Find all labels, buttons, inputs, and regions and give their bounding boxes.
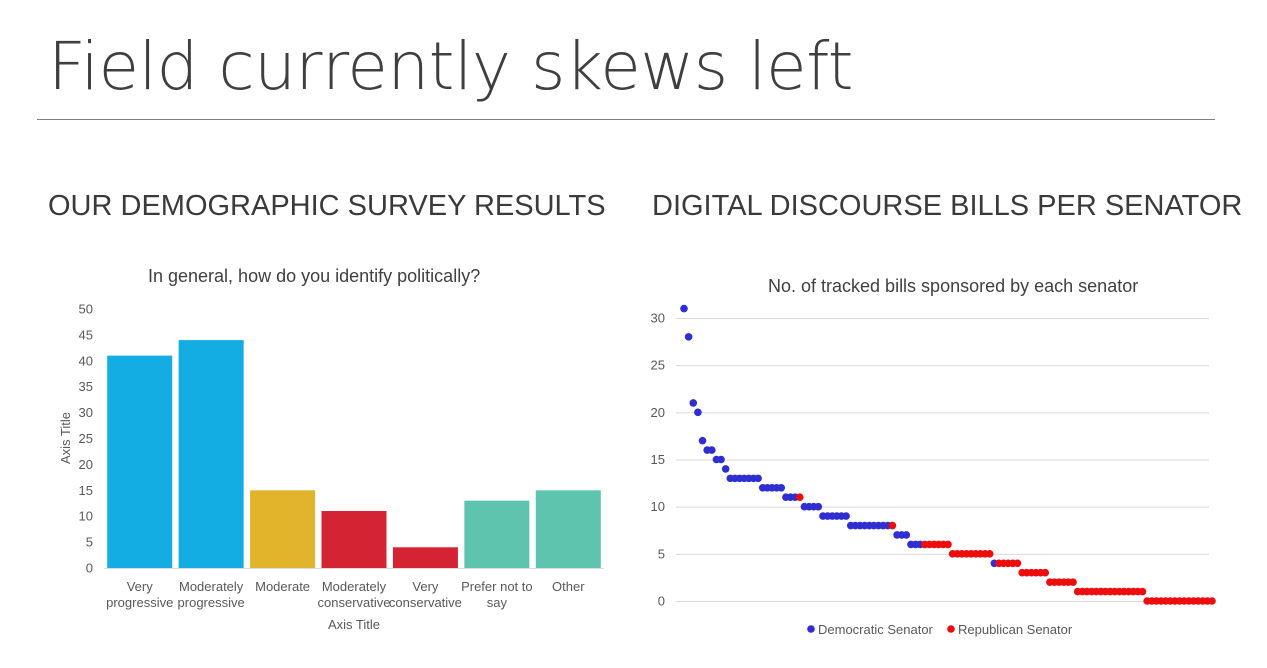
senator-point [1041, 568, 1050, 577]
legend-label: Democratic Senator [818, 622, 934, 637]
senator-point [902, 531, 911, 539]
senator-point [680, 304, 688, 313]
senator-point [1069, 578, 1077, 586]
senator-point [795, 493, 804, 502]
senator-point [944, 540, 952, 549]
senator-point [689, 399, 698, 407]
x-tick-label: conservative [389, 595, 462, 610]
senator-point [1208, 597, 1216, 605]
y-tick-label: 15 [79, 483, 93, 498]
y-tick-label: 25 [79, 431, 93, 446]
senator-point [1138, 587, 1147, 596]
bar-chart-title: In general, how do you identify politica… [148, 266, 481, 286]
y-tick-label: 10 [651, 499, 665, 514]
left-section-heading: OUR DEMOGRAPHIC SURVEY RESULTS [48, 190, 606, 222]
senator-point [694, 408, 702, 417]
x-tick-label: Prefer not to [461, 579, 533, 594]
y-tick-label: 30 [79, 405, 93, 420]
y-axis-title: Axis Title [58, 412, 73, 464]
x-tick-label: say [487, 595, 508, 610]
senator-point [985, 550, 994, 558]
bar [535, 490, 601, 568]
senator-point [721, 465, 730, 473]
y-tick-label: 45 [79, 327, 93, 342]
legend-marker [947, 625, 955, 633]
scatter-chart: 0 5 10 15 20 25 30 Democratic Senator Republican… [651, 304, 1216, 637]
bar [392, 547, 458, 568]
y-tick-label: 5 [658, 546, 665, 561]
title-divider [37, 119, 1215, 120]
senator-point [684, 333, 693, 341]
x-tick-label: Moderate [255, 579, 310, 594]
y-tick-label: 35 [79, 379, 93, 394]
y-tick-label: 20 [651, 405, 665, 420]
senator-point [842, 512, 850, 520]
senator-point [777, 484, 786, 492]
senator-point [698, 436, 707, 445]
bar [464, 500, 530, 568]
senator-point [814, 502, 823, 511]
y-tick-label: 20 [79, 457, 93, 472]
y-tick-label: 50 [79, 302, 93, 317]
y-tick-label: 15 [651, 452, 665, 467]
bar [178, 340, 244, 568]
bar [321, 511, 387, 568]
bar [107, 355, 173, 568]
senator-point [717, 455, 725, 464]
right-section-heading: DIGITAL DISCOURSE BILLS PER SENATOR [652, 190, 1243, 222]
x-tick-label: progressive [178, 595, 245, 610]
bar [250, 490, 316, 568]
senator-point [888, 521, 897, 530]
x-tick-label: progressive [106, 595, 173, 610]
y-tick-label: 30 [651, 311, 665, 326]
y-tick-label: 0 [658, 594, 665, 609]
scatter-chart-title: No. of tracked bills sponsored by each s… [768, 276, 1139, 296]
x-tick-label: conservative [318, 595, 391, 610]
x-tick-label: Moderately [179, 579, 244, 594]
y-tick-label: 0 [86, 561, 93, 576]
senator-point [707, 446, 716, 454]
x-tick-label: Other [552, 579, 585, 594]
bar-chart: 05101520253035404550VeryprogressiveModer… [58, 302, 604, 632]
x-tick-label: Very [412, 579, 439, 594]
senator-point [1013, 559, 1022, 568]
legend-marker [807, 625, 815, 633]
slide-title: Field currently skews left [48, 28, 854, 105]
x-axis-title: Axis Title [328, 617, 380, 632]
legend-label: Republican Senator [958, 622, 1073, 637]
y-tick-label: 10 [79, 509, 93, 524]
y-tick-label: 25 [651, 358, 665, 373]
y-tick-label: 40 [79, 353, 93, 368]
x-tick-label: Moderately [322, 579, 387, 594]
x-tick-label: Very [127, 579, 154, 594]
y-tick-label: 5 [86, 535, 93, 550]
senator-point [754, 474, 762, 483]
